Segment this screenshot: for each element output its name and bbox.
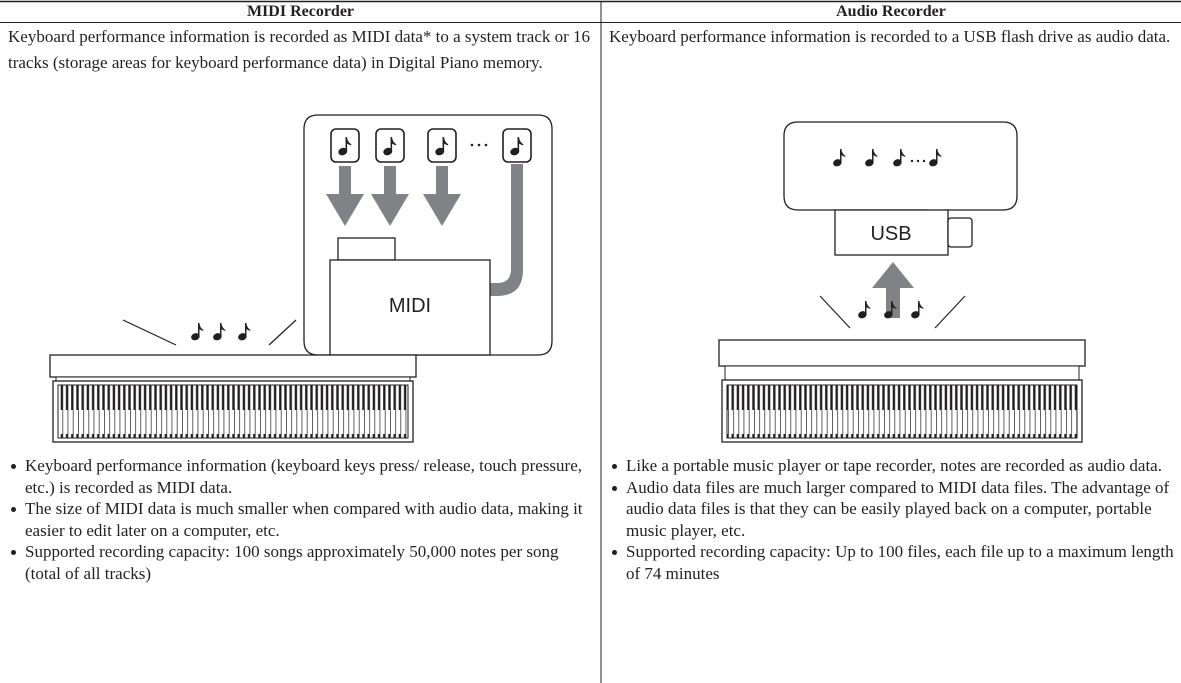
column-header: MIDI Recorder [246, 3, 355, 20]
up-arrow [872, 262, 914, 318]
description: Keyboard performance information is reco… [8, 27, 591, 72]
bullet-item: Supported recording capacity: Up to 100 … [609, 541, 1177, 584]
note-icon [911, 300, 924, 319]
bullet-list: Keyboard performance information (keyboa… [8, 455, 588, 584]
note-icon [238, 322, 251, 341]
bullet-item: Keyboard performance information (keyboa… [8, 455, 588, 498]
folder [329, 259, 491, 356]
track-box [427, 128, 457, 163]
bullet-item: Audio data files are much larger compare… [609, 477, 1177, 542]
track-box [502, 128, 532, 163]
sound-line [934, 295, 966, 329]
folder-tab [337, 237, 396, 261]
midi-illustration [49, 114, 553, 443]
ellipsis [910, 159, 926, 163]
sound-line [268, 319, 297, 346]
note-icon [858, 300, 871, 319]
audio-illustration [718, 121, 1086, 443]
bullet-list: Like a portable music player or tape rec… [609, 455, 1177, 584]
bullet-item: Like a portable music player or tape rec… [609, 455, 1177, 477]
description: Keyboard performance information is reco… [609, 27, 1171, 46]
note-icon [213, 322, 226, 341]
illustration-label: USB [870, 223, 911, 245]
bullet-item: The size of MIDI data is much smaller wh… [8, 498, 588, 541]
illustration-label: MIDI [389, 295, 431, 317]
bullet-item: Supported recording capacity: 100 songs … [8, 541, 588, 584]
ellipsis [470, 143, 488, 147]
note-icon [191, 322, 204, 341]
piano-body [718, 339, 1086, 367]
column-header: Audio Recorder [836, 3, 946, 20]
piano-keys [57, 384, 409, 439]
track-box [375, 128, 405, 163]
sound-line [122, 319, 177, 346]
piano-body [724, 365, 1080, 381]
sound-line [819, 295, 851, 329]
usb-drive [834, 209, 949, 256]
track-box [330, 128, 360, 163]
usb-plug [947, 217, 973, 248]
piano-keys [726, 384, 1078, 439]
piano-body [49, 354, 417, 378]
down-arrows [326, 164, 523, 312]
